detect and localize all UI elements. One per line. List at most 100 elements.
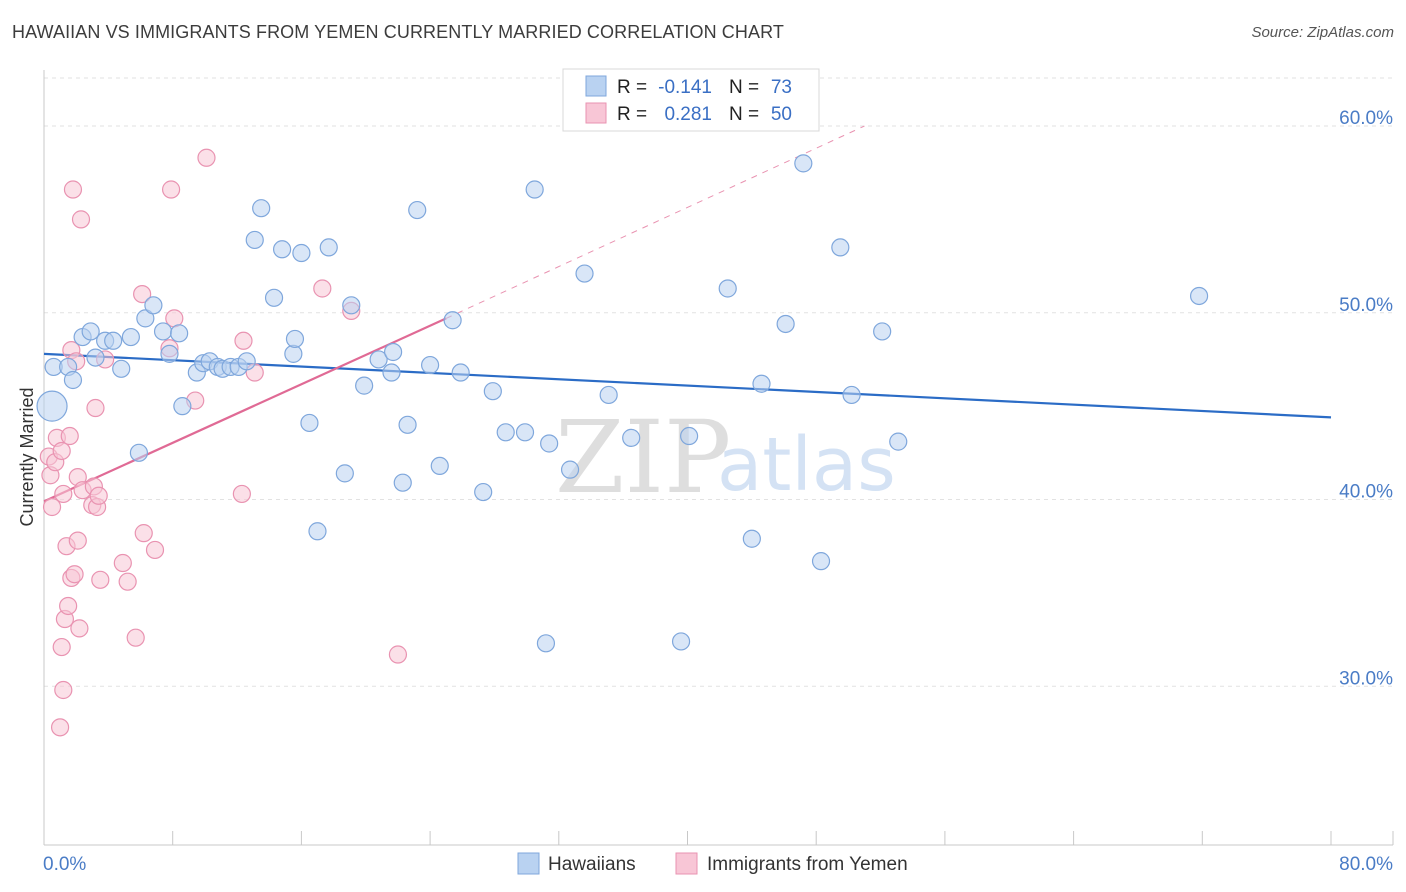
hawaiians-point	[515, 423, 535, 442]
stats-r-value-hawaiians: -0.141	[658, 77, 712, 98]
stats-box: R = -0.141 N = 73 R = 0.281 N = 50	[562, 68, 820, 132]
hawaiians-point	[383, 342, 403, 362]
yemen-point	[234, 331, 253, 350]
hawaiians-point	[121, 327, 140, 347]
y-tick-labels: 30.0% 40.0% 50.0% 60.0%	[1339, 108, 1393, 689]
hawaiians-point	[308, 522, 327, 541]
watermark-atlas: atlas	[717, 422, 896, 508]
hawaiians-point	[421, 355, 440, 375]
data-points	[36, 148, 1209, 737]
hawaiians-point	[264, 288, 284, 307]
legend-label-yemen: Immigrants from Yemen	[707, 854, 908, 875]
stats-n-value-yemen: 50	[771, 104, 792, 125]
yemen-point	[113, 553, 132, 573]
hawaiians-point	[237, 352, 256, 371]
stats-n-label-hawaiians: N =	[729, 77, 759, 98]
hawaiians-point	[842, 385, 861, 405]
hawaiians-point	[622, 428, 641, 447]
hawaiians-point	[86, 348, 105, 367]
hawaiians-point	[160, 344, 179, 363]
yemen-point	[65, 565, 84, 584]
stats-n-value-hawaiians: 73	[771, 77, 792, 98]
hawaiians-point	[599, 385, 618, 405]
yemen-point	[197, 148, 216, 167]
yemen-point	[118, 572, 137, 591]
stats-n-label-yemen: N =	[729, 104, 759, 125]
yemen-point	[161, 180, 181, 199]
y-tick-label: 50.0%	[1339, 295, 1393, 316]
yemen-point	[70, 619, 89, 638]
hawaiians-point	[671, 632, 691, 651]
hawaiians-point	[776, 314, 795, 334]
yemen-point	[50, 718, 70, 737]
hawaiians-point	[252, 199, 271, 218]
yemen-point	[86, 398, 105, 418]
yemen-point	[126, 628, 145, 647]
hawaiians-point	[170, 324, 189, 343]
chart-source: Source: ZipAtlas.com	[1251, 24, 1394, 41]
hawaiians-point	[153, 322, 173, 341]
yemen-point	[60, 426, 79, 446]
yemen-point	[133, 284, 152, 304]
hawaiians-point	[408, 200, 427, 220]
hawaiians-point	[483, 382, 502, 401]
hawaiians-point	[474, 482, 493, 502]
hawaiians-point	[398, 415, 417, 434]
yemen-point	[63, 180, 83, 199]
yemen-point	[145, 540, 165, 560]
hawaiians-point	[811, 552, 831, 571]
yemen-point	[54, 484, 73, 504]
legend-label-hawaiians: Hawaiians	[548, 854, 636, 875]
stats-swatch-hawaiians	[585, 75, 607, 97]
yemen-point	[52, 637, 71, 657]
hawaiians-point	[430, 456, 449, 476]
y-tick-label: 30.0%	[1339, 668, 1393, 689]
hawaiians-point	[292, 243, 311, 263]
hawaiians-point	[560, 460, 580, 479]
watermark: ZIP atlas	[555, 399, 896, 516]
hawaiians-point	[393, 473, 412, 492]
hawaiians-point	[752, 374, 771, 393]
hawaiians-point	[144, 296, 163, 315]
hawaiians-point	[369, 350, 388, 369]
hawaiians-point	[81, 322, 100, 341]
watermark-zip: ZIP	[555, 399, 731, 516]
hawaiians-point	[104, 331, 123, 350]
chart-title: HAWAIIAN VS IMMIGRANTS FROM YEMEN CURREN…	[12, 22, 784, 42]
y-tick-label: 40.0%	[1339, 482, 1393, 503]
hawaiians-point	[342, 296, 361, 315]
y-tick-label: 60.0%	[1339, 108, 1393, 129]
hawaiians-point	[496, 423, 515, 442]
hawaiians-point	[451, 363, 470, 382]
stats-r-value-yemen: 0.281	[664, 104, 712, 125]
yemen-point	[232, 484, 251, 504]
hawaiians-point	[355, 376, 374, 395]
x-tick-label-min: 0.0%	[43, 854, 86, 875]
stats-r-label-hawaiians: R =	[617, 77, 647, 98]
hawaiians-point	[382, 363, 401, 382]
hawaiians-point	[1189, 286, 1209, 306]
y-axis-title: Currently Married	[17, 387, 37, 526]
legend-swatch-hawaiians	[517, 852, 540, 875]
yemen-point	[89, 486, 108, 505]
hawaiians-point	[284, 344, 303, 363]
yemen-point	[68, 531, 87, 550]
hawaiians-point	[794, 154, 813, 173]
legend-swatch-yemen	[675, 852, 698, 875]
yemen-point	[91, 570, 110, 589]
hawaiians-point	[335, 464, 354, 483]
hawaiians-point	[112, 359, 131, 378]
hawaiians-point	[285, 329, 305, 349]
hawaiians-point	[742, 529, 761, 548]
hawaiians-point	[300, 413, 319, 433]
hawaiians-point	[873, 322, 892, 341]
hawaiians-point	[36, 390, 68, 422]
hawaiians-point	[319, 238, 338, 257]
yemen-point	[71, 210, 91, 229]
legend: Hawaiians Immigrants from Yemen	[517, 852, 908, 875]
yemen-point	[52, 441, 71, 461]
hawaiians-point	[575, 264, 594, 283]
hawaiians-point	[680, 426, 699, 446]
hawaiians-point	[245, 230, 264, 250]
